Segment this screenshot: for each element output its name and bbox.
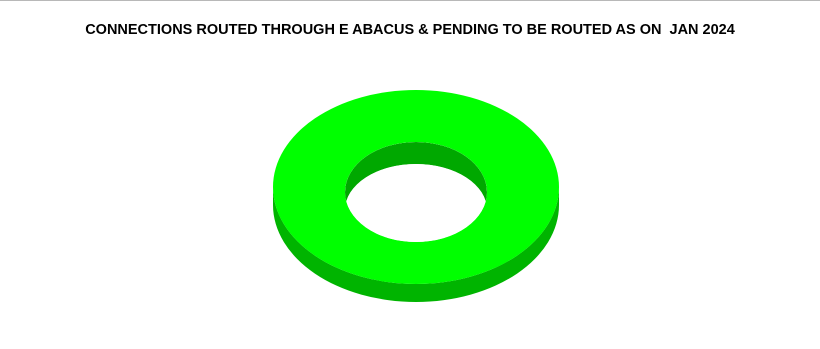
- donut-hole: [345, 164, 487, 242]
- donut-slice-side-0: [273, 187, 559, 302]
- chart-title: CONNECTIONS ROUTED THROUGH E ABACUS & PE…: [85, 22, 735, 38]
- donut-inner-wall: [345, 142, 487, 210]
- donut-slice-0: [272, 89, 560, 285]
- donut-layer: [272, 89, 560, 302]
